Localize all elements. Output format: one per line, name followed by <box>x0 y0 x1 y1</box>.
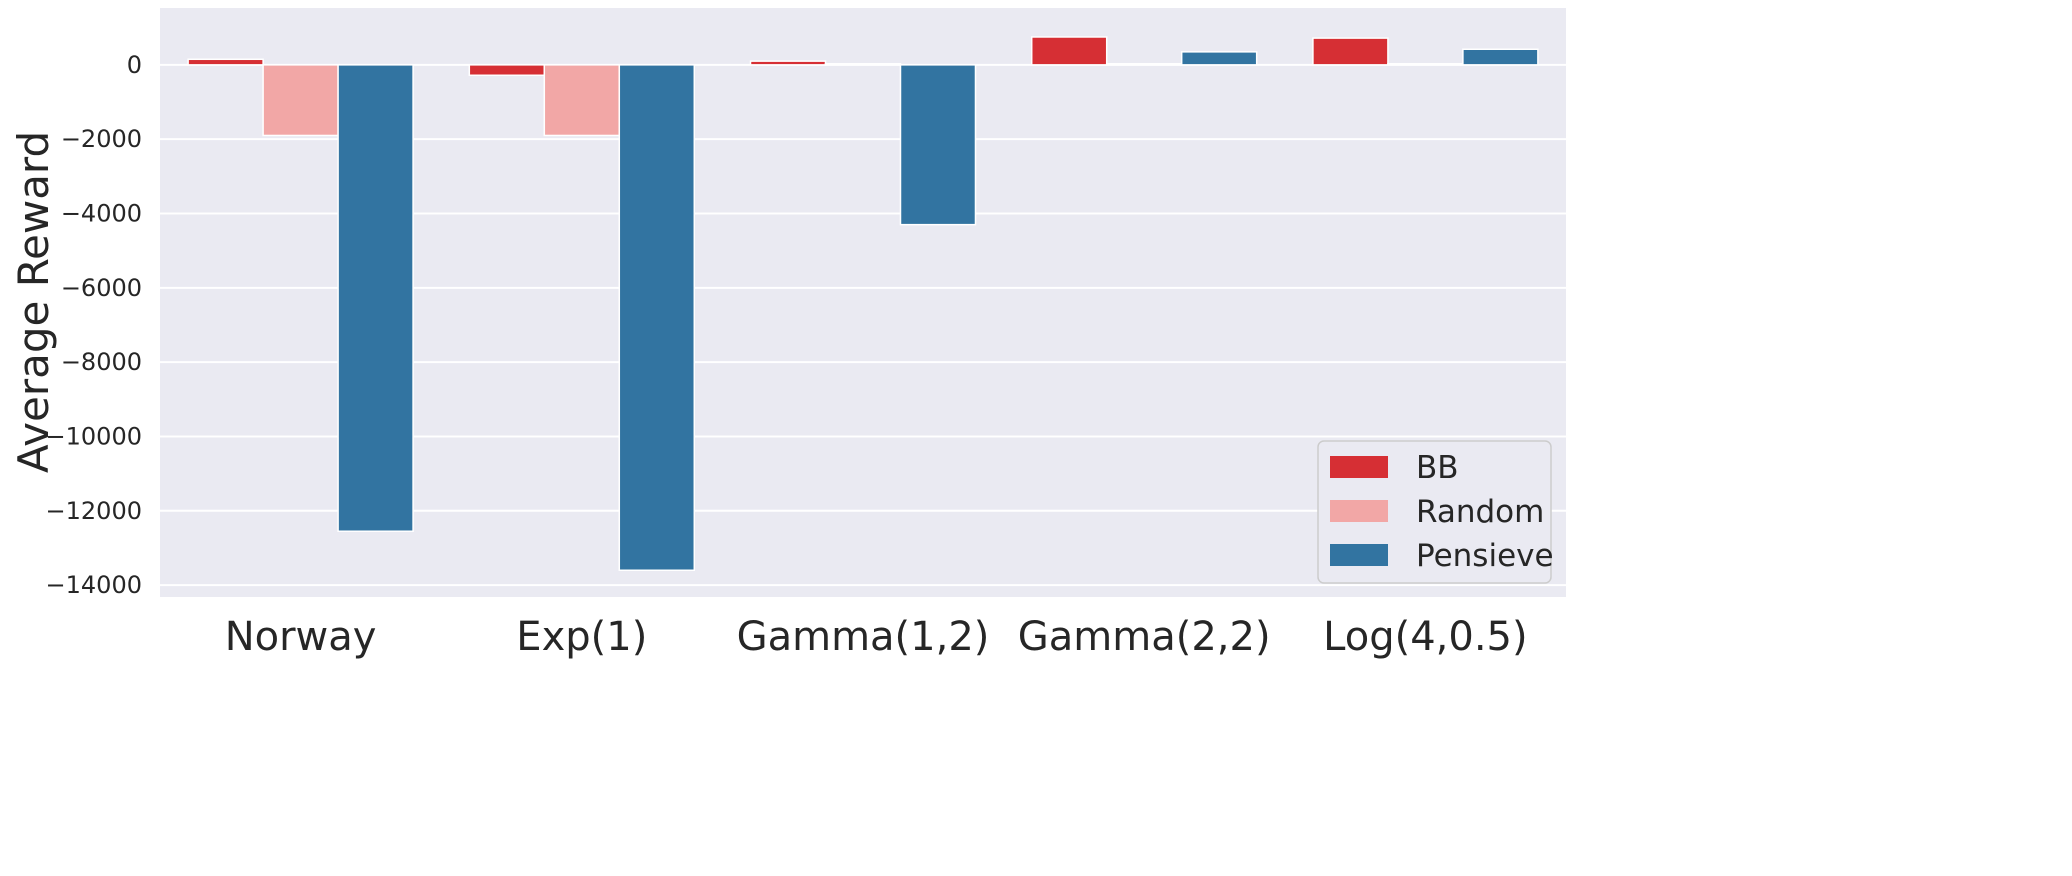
x-tick-label: Exp(1) <box>516 614 647 660</box>
bar-random-0 <box>262 64 339 137</box>
legend-swatch-pensieve <box>1330 544 1388 566</box>
bar-random-2 <box>824 62 902 66</box>
x-tick-labels: Norway Exp(1) Gamma(1,2) Gamma(2,2) Log(4,0.… <box>225 614 1528 660</box>
x-tick-label: Norway <box>225 614 377 660</box>
bar-pensieve-2 <box>899 64 977 226</box>
y-tick-labels: 0 −2000 −4000 −6000 −8000 −10000 −12000 −14000 <box>46 51 142 599</box>
bar-bb-0 <box>187 58 264 66</box>
y-tick-label: −12000 <box>46 497 142 525</box>
y-tick-label: −14000 <box>46 571 142 599</box>
legend: BB Random Pensieve <box>1317 440 1554 584</box>
bars <box>187 36 1539 571</box>
y-tick-label: −6000 <box>61 274 142 302</box>
bar-random-3 <box>1105 62 1183 66</box>
x-tick-label: Gamma(2,2) <box>1018 614 1271 660</box>
bar-random-4 <box>1387 62 1464 66</box>
bar-pensieve-4 <box>1462 48 1539 66</box>
bar-bb-2 <box>749 60 827 66</box>
bar-bb-3 <box>1030 36 1108 66</box>
bar-pensieve-3 <box>1180 51 1258 66</box>
bar-pensieve-1 <box>618 64 696 571</box>
bar-bb-4 <box>1312 37 1389 66</box>
legend-label-pensieve: Pensieve <box>1416 538 1554 574</box>
legend-swatch-bb <box>1330 456 1388 478</box>
legend-swatch-random <box>1330 500 1388 522</box>
y-tick-label: 0 <box>127 51 142 79</box>
legend-label-bb: BB <box>1416 450 1459 486</box>
x-tick-label: Log(4,0.5) <box>1323 614 1527 660</box>
bar-pensieve-0 <box>337 64 414 532</box>
bar-random-1 <box>543 64 621 137</box>
x-tick-label: Gamma(1,2) <box>737 614 990 660</box>
legend-label-random: Random <box>1416 494 1544 530</box>
y-tick-label: −10000 <box>46 422 142 450</box>
y-tick-label: −2000 <box>61 125 142 153</box>
y-tick-label: −4000 <box>61 199 142 227</box>
y-axis-label: Average Reward <box>9 131 58 473</box>
bar-bb-1 <box>468 64 546 77</box>
y-tick-label: −8000 <box>61 348 142 376</box>
